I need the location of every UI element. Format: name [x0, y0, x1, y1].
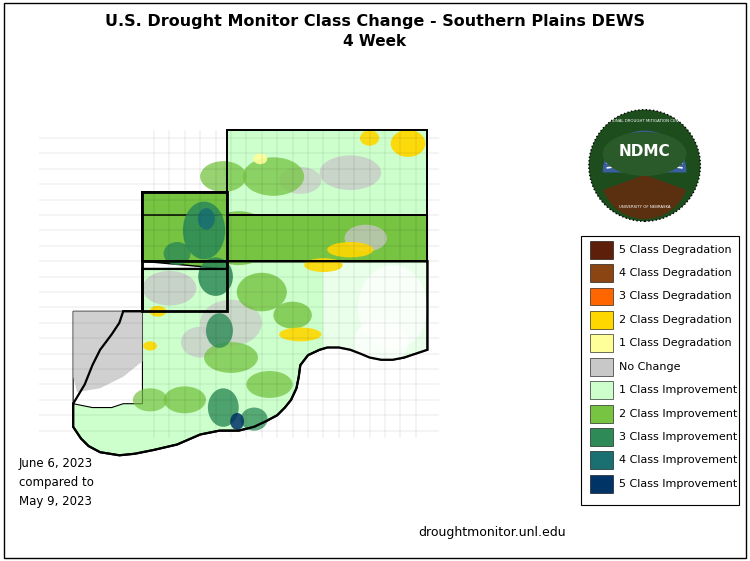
Ellipse shape: [200, 300, 262, 346]
Ellipse shape: [142, 271, 196, 306]
Ellipse shape: [143, 341, 157, 351]
Ellipse shape: [208, 388, 238, 427]
Text: 2 Class Degradation: 2 Class Degradation: [619, 315, 731, 325]
Ellipse shape: [241, 407, 268, 431]
Ellipse shape: [149, 306, 166, 317]
Ellipse shape: [603, 132, 686, 176]
Ellipse shape: [230, 413, 244, 430]
Polygon shape: [74, 261, 428, 456]
Text: 4 Class Improvement: 4 Class Improvement: [619, 456, 737, 466]
Text: droughtmonitor.unl.edu: droughtmonitor.unl.edu: [419, 526, 566, 539]
Ellipse shape: [344, 224, 387, 252]
Ellipse shape: [320, 155, 381, 190]
Ellipse shape: [254, 154, 267, 164]
Wedge shape: [603, 131, 686, 172]
Ellipse shape: [224, 148, 285, 190]
Polygon shape: [323, 263, 428, 357]
Ellipse shape: [358, 265, 428, 350]
Wedge shape: [603, 175, 686, 219]
Ellipse shape: [279, 167, 322, 194]
Text: 5 Class Degradation: 5 Class Degradation: [619, 245, 731, 255]
Ellipse shape: [242, 157, 304, 196]
Text: 4 Week: 4 Week: [344, 34, 406, 49]
Ellipse shape: [198, 257, 233, 296]
Text: NATIONAL DROUGHT MITIGATION CENTER: NATIONAL DROUGHT MITIGATION CENTER: [604, 119, 686, 123]
Ellipse shape: [204, 342, 258, 373]
Polygon shape: [227, 130, 428, 215]
Text: 1 Class Improvement: 1 Class Improvement: [619, 385, 737, 395]
Text: UNIVERSITY OF NEBRASKA: UNIVERSITY OF NEBRASKA: [619, 205, 670, 209]
Ellipse shape: [183, 201, 225, 259]
Ellipse shape: [354, 319, 408, 365]
Ellipse shape: [237, 273, 286, 311]
Text: 3 Class Improvement: 3 Class Improvement: [619, 432, 737, 442]
Ellipse shape: [391, 130, 425, 157]
Text: 4 Class Degradation: 4 Class Degradation: [619, 268, 731, 278]
Text: 5 Class Improvement: 5 Class Improvement: [619, 479, 737, 489]
Ellipse shape: [198, 208, 214, 229]
Ellipse shape: [360, 130, 380, 146]
Text: NDMC: NDMC: [619, 144, 670, 159]
Polygon shape: [74, 311, 142, 407]
Ellipse shape: [279, 328, 322, 341]
Ellipse shape: [304, 258, 343, 272]
Polygon shape: [142, 215, 427, 275]
Text: June 6, 2023
compared to
May 9, 2023: June 6, 2023 compared to May 9, 2023: [19, 457, 94, 508]
Ellipse shape: [164, 387, 206, 413]
Circle shape: [589, 110, 700, 221]
Ellipse shape: [164, 242, 190, 265]
Text: 3 Class Degradation: 3 Class Degradation: [619, 292, 731, 301]
Ellipse shape: [327, 242, 374, 257]
Polygon shape: [74, 311, 142, 392]
Ellipse shape: [200, 161, 247, 192]
Ellipse shape: [273, 302, 312, 329]
Ellipse shape: [204, 211, 273, 265]
Text: No Change: No Change: [619, 362, 680, 372]
Ellipse shape: [133, 388, 167, 411]
Text: 2 Class Improvement: 2 Class Improvement: [619, 408, 737, 419]
Ellipse shape: [181, 327, 220, 357]
Circle shape: [595, 116, 694, 215]
Text: U.S. Drought Monitor Class Change - Southern Plains DEWS: U.S. Drought Monitor Class Change - Sout…: [105, 14, 645, 29]
Ellipse shape: [206, 313, 233, 348]
Polygon shape: [142, 192, 227, 215]
Text: 1 Class Degradation: 1 Class Degradation: [619, 338, 731, 348]
Ellipse shape: [247, 371, 292, 398]
